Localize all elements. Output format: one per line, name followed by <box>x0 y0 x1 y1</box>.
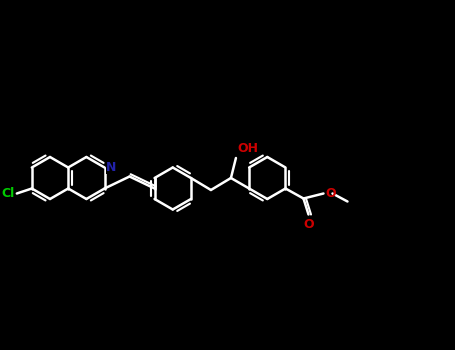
Text: Cl: Cl <box>1 187 15 200</box>
Text: O: O <box>325 187 336 200</box>
Text: OH: OH <box>237 142 258 155</box>
Text: O: O <box>303 217 314 231</box>
Text: N: N <box>106 161 116 174</box>
